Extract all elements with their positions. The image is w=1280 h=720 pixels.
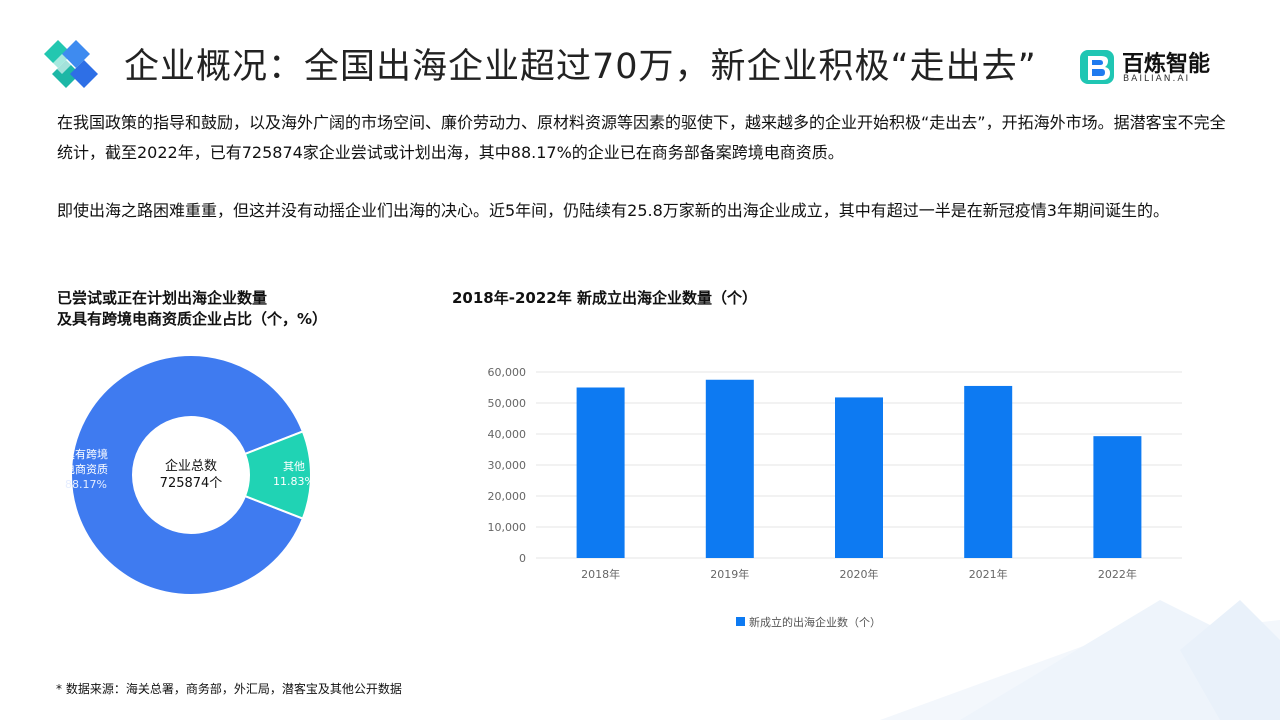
x-tick-label: 2022年 bbox=[1098, 567, 1137, 581]
bar-2019年 bbox=[705, 379, 754, 558]
y-tick-label: 0 bbox=[519, 552, 526, 565]
donut-title-line-2: 及具有跨境电商资质企业占比（个，%） bbox=[57, 310, 328, 328]
donut-slice-value-label: 88.17% bbox=[65, 478, 107, 491]
x-tick-label: 2021年 bbox=[969, 567, 1008, 581]
page-title: 企业概况：全国出海企业超过70万，新企业积极“走出去” bbox=[124, 47, 1037, 87]
donut-center-value: 725874个 bbox=[160, 476, 223, 491]
intro-paragraph-1: 在我国政策的指导和鼓励，以及海外广阔的市场空间、廉价劳动力、原材料资源等因素的驱… bbox=[57, 113, 1226, 162]
x-tick-label: 2020年 bbox=[840, 567, 879, 581]
donut-slice-label: 具有跨境 bbox=[64, 447, 108, 461]
brand-name: 百炼智能 bbox=[1122, 52, 1211, 77]
x-tick-label: 2019年 bbox=[710, 567, 749, 581]
data-source-footnote: * 数据来源：海关总署，商务部，外汇局，潜客宝及其他公开数据 bbox=[56, 682, 402, 696]
donut-chart-title: 已尝试或正在计划出海企业数量 及具有跨境电商资质企业占比（个，%） bbox=[57, 288, 327, 330]
intro-paragraph-2: 即使出海之路困难重重，但这并没有动摇企业们出海的决心。近5年间，仍陆续有25.8… bbox=[57, 201, 1169, 220]
y-tick-label: 50,000 bbox=[488, 397, 527, 410]
brand-mark-icon bbox=[1080, 50, 1114, 84]
donut-center-title: 企业总数 bbox=[165, 458, 217, 474]
y-tick-label: 40,000 bbox=[488, 428, 527, 441]
brand-subtitle: BAILIAN.AI bbox=[1123, 74, 1191, 84]
donut-slice-label: 其他 bbox=[283, 460, 305, 473]
bar-chart: 0 10,000 20,000 30,000 40,000 50,000 60,000 201… bbox=[488, 366, 1182, 629]
y-tick-label: 60,000 bbox=[488, 366, 527, 379]
donut-title-line-1: 已尝试或正在计划出海企业数量 bbox=[57, 289, 268, 307]
brand-logo: 百炼智能 BAILIAN.AI bbox=[1078, 46, 1228, 90]
y-tick-label: 20,000 bbox=[488, 490, 527, 503]
y-tick-label: 30,000 bbox=[488, 459, 527, 472]
x-tick-label: 2018年 bbox=[581, 567, 620, 581]
y-tick-label: 10,000 bbox=[488, 521, 527, 534]
bar-2018年 bbox=[576, 387, 625, 558]
donut-slice-other bbox=[243, 430, 312, 520]
company-logo-icon bbox=[44, 40, 98, 88]
donut-slice-cross-border bbox=[70, 354, 305, 596]
legend-swatch bbox=[736, 617, 745, 626]
bar-2020年 bbox=[835, 397, 883, 558]
donut-slice-value-label: 11.83% bbox=[273, 475, 315, 488]
bar-2022年 bbox=[1093, 436, 1142, 558]
bar-2021年 bbox=[964, 385, 1013, 558]
bar-chart-title: 2018年-2022年 新成立出海企业数量（个） bbox=[452, 289, 757, 307]
donut-slice-label: 电商资质 bbox=[64, 462, 108, 476]
legend-label: 新成立的出海企业数（个） bbox=[749, 615, 881, 629]
donut-chart: 具有跨境电商资质 88.17% 其他 11.83% 企业总数 725874个 bbox=[64, 354, 315, 596]
